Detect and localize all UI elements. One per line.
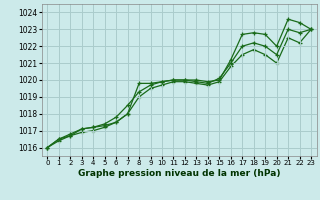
X-axis label: Graphe pression niveau de la mer (hPa): Graphe pression niveau de la mer (hPa) [78, 169, 280, 178]
